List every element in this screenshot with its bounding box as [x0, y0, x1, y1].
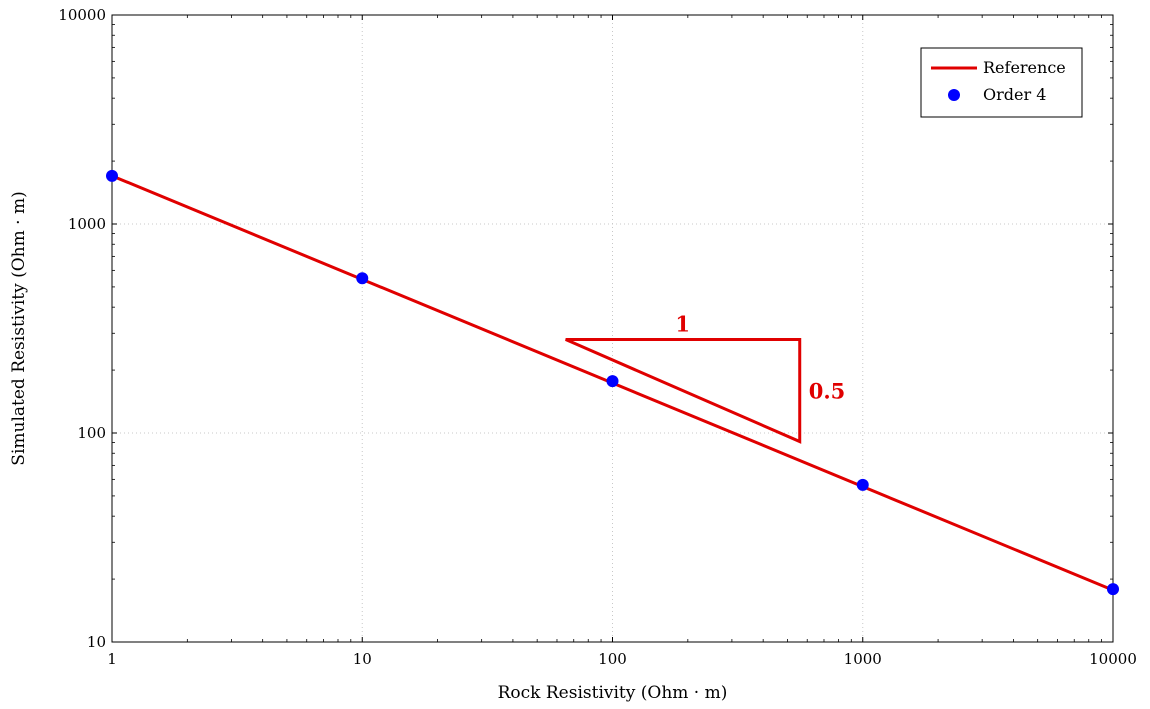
- x-tick-label: 10: [353, 650, 372, 668]
- y-tick-label: 100: [77, 424, 106, 442]
- data-point-order-4: [1107, 583, 1119, 596]
- grid: [112, 15, 1113, 642]
- data-point-order-4: [856, 478, 869, 491]
- data-point-order-4: [106, 169, 118, 182]
- x-tick-label: 100: [598, 650, 627, 668]
- legend-label-reference: Reference: [983, 58, 1066, 77]
- x-tick-label: 10000: [1089, 650, 1137, 668]
- data-point-order-4: [356, 272, 369, 285]
- y-tick-label: 10000: [58, 6, 106, 24]
- x-tick-label: 1000: [844, 650, 882, 668]
- x-tick-label: 1: [107, 650, 117, 668]
- y-axis-label: Simulated Resistivity (Ohm · m): [9, 191, 29, 465]
- legend-swatch-order-4: [948, 89, 960, 101]
- y-tick-label: 1000: [68, 215, 106, 233]
- legend-box: [920, 47, 1083, 118]
- slope-rise-label: 0.5: [809, 379, 846, 404]
- legend: Reference Order 4: [920, 47, 1083, 118]
- slope-annotation: 10.5: [565, 312, 846, 444]
- slope-run-label: 1: [675, 312, 690, 337]
- y-tick-label: 10: [87, 633, 106, 651]
- slope-triangle: [565, 338, 802, 444]
- x-axis-label: Rock Resistivity (Ohm · m): [498, 683, 728, 703]
- series-layer: [106, 169, 1119, 596]
- legend-label-order-4: Order 4: [983, 85, 1046, 104]
- data-point-order-4: [606, 375, 619, 388]
